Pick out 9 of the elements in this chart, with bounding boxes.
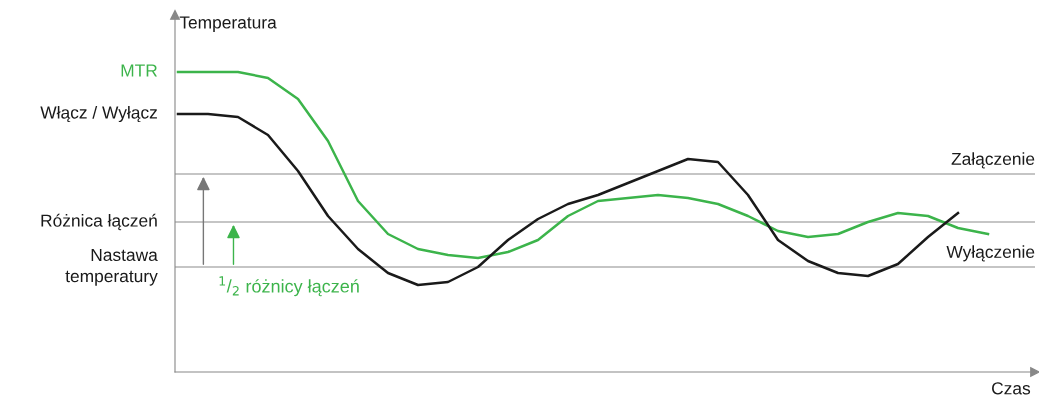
ref-line-label: Nastawa temperatury: [65, 248, 158, 286]
ref-line-label: Różnica łączeń: [41, 213, 157, 231]
x-axis-title: Czas: [992, 382, 1031, 395]
annotation: Wyłączenie: [946, 245, 1035, 262]
series-label: MTR: [121, 64, 157, 77]
y-axis-title: Temperatura: [179, 16, 277, 33]
annotation: $^{1}$/$_{2}$ różnicy łączeń: [219, 276, 359, 297]
annotation: Załączenie: [951, 152, 1035, 169]
series-label: Włącz / Wyłącz: [40, 105, 157, 123]
